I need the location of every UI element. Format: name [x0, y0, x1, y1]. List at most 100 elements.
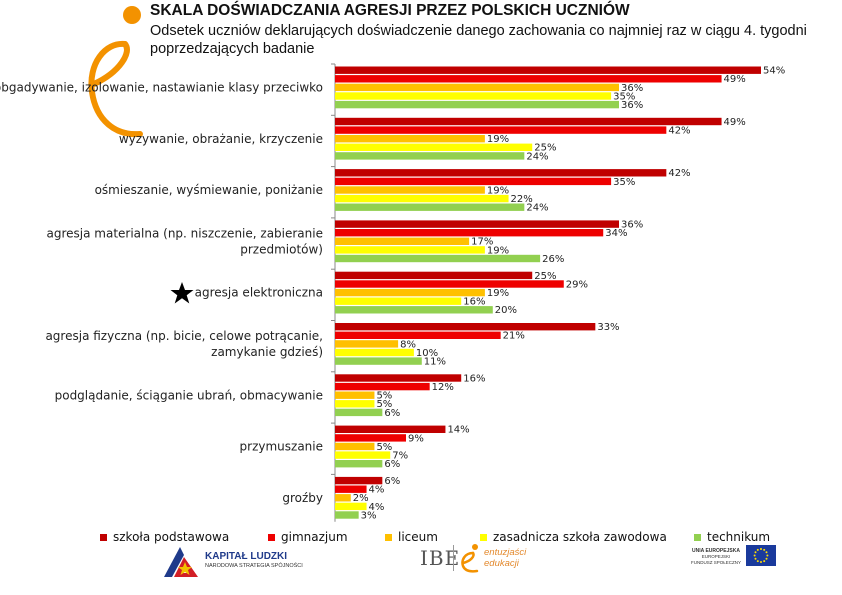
bar-liceum	[335, 340, 399, 348]
bar-zasadnicza-szkoła-zawodowa	[335, 194, 509, 203]
data-label: 19%	[487, 134, 509, 145]
category-label: agresja elektroniczna	[195, 286, 323, 300]
data-label: 24%	[526, 151, 548, 162]
bar-gimnazjum	[335, 434, 406, 442]
bar-gimnazjum	[335, 382, 430, 391]
legend-item-liceum: liceum	[385, 530, 438, 544]
logo-divider	[453, 545, 454, 571]
data-label: 25%	[534, 143, 556, 154]
legend-swatch	[100, 533, 107, 541]
data-label: 17%	[471, 237, 493, 248]
bar-liceum	[335, 288, 485, 297]
bar-technikum	[335, 460, 383, 468]
data-label: 8%	[400, 339, 416, 350]
entuzjasci-logo-text: entuzjaści edukacji	[484, 547, 526, 569]
entuzjasci-logo-icon	[461, 544, 479, 573]
bar-gimnazjum	[335, 280, 564, 288]
legend-swatch	[694, 533, 701, 541]
data-label: 35%	[613, 177, 635, 188]
bar-szkoła-podstawowa	[335, 66, 761, 74]
data-label: 21%	[503, 331, 525, 342]
category-label: przedmiotów)	[240, 242, 323, 256]
ibe-logo: IBE	[420, 546, 461, 570]
data-label: 4%	[369, 502, 385, 513]
bar-technikum	[335, 306, 493, 314]
bar-szkoła-podstawowa	[335, 374, 462, 382]
bar-gimnazjum	[335, 177, 612, 186]
data-label: 4%	[369, 485, 385, 496]
data-label: 2%	[353, 493, 369, 504]
data-label: 33%	[597, 322, 619, 333]
bar-liceum	[335, 494, 351, 502]
category-label: groźby	[282, 491, 323, 505]
legend-label: liceum	[398, 530, 438, 544]
eu-flag-icon	[746, 545, 776, 566]
bar-technikum	[335, 357, 422, 365]
data-label: 22%	[511, 194, 533, 205]
data-label: 6%	[384, 408, 400, 419]
data-label: 5%	[376, 391, 392, 402]
bar-gimnazjum	[335, 229, 604, 237]
bar-zasadnicza-szkoła-zawodowa	[335, 92, 612, 100]
data-label: 25%	[534, 271, 556, 282]
legend-swatch	[480, 533, 487, 541]
bar-szkoła-podstawowa	[335, 117, 722, 126]
eu-line3: FUNDUSZ SPOŁECZNY	[690, 560, 741, 565]
bar-szkoła-podstawowa	[335, 323, 596, 331]
data-label: 36%	[621, 100, 643, 111]
data-label: 42%	[668, 168, 690, 179]
data-label: 20%	[495, 305, 517, 316]
bar-zasadnicza-szkoła-zawodowa	[335, 451, 391, 459]
bar-liceum	[335, 442, 375, 451]
entuzjasci-line1: entuzjaści	[484, 547, 527, 558]
e-logo-icon	[88, 6, 143, 138]
bar-chart: obgadywanie, izolowanie, nastawianie kla…	[0, 63, 785, 522]
category-label: wyzywanie, obrażanie, krzyczenie	[119, 132, 323, 146]
chart-legend: szkoła podstawowa gimnazjum liceum zasad…	[100, 530, 800, 546]
star-icon	[170, 282, 194, 304]
eu-logo-text: UNIA EUROPEJSKA EUROPEJSKI FUNDUSZ SPOŁE…	[688, 548, 744, 566]
bar-gimnazjum	[335, 126, 667, 134]
bar-gimnazjum	[335, 75, 722, 83]
legend-item-technikum: technikum	[694, 530, 770, 544]
bar-technikum	[335, 152, 525, 160]
category-label: agresja materialna (np. niszczenie, zabi…	[47, 226, 324, 240]
data-label: 19%	[487, 185, 509, 196]
bar-technikum	[335, 254, 541, 263]
legend-item-zasadnicza-szkola-zawodowa: zasadnicza szkoła zawodowa	[480, 530, 667, 544]
legend-item-gimnazjum: gimnazjum	[268, 530, 348, 544]
data-label: 49%	[724, 74, 746, 85]
data-label: 7%	[392, 451, 408, 462]
category-label: zamykanie gdzieś)	[211, 345, 323, 359]
data-label: 24%	[526, 203, 548, 214]
data-label: 16%	[463, 373, 485, 384]
category-label: podglądanie, ściąganie ubrań, obmacywani…	[55, 388, 323, 402]
bar-szkoła-podstawowa	[335, 476, 383, 485]
data-label: 10%	[416, 348, 438, 359]
data-label: 19%	[487, 288, 509, 299]
data-label: 6%	[384, 476, 400, 487]
bar-szkoła-podstawowa	[335, 169, 667, 177]
data-label: 36%	[621, 220, 643, 231]
bar-zasadnicza-szkoła-zawodowa	[335, 143, 533, 151]
data-label: 3%	[361, 510, 377, 521]
legend-swatch	[385, 533, 392, 541]
bar-technikum	[335, 408, 383, 417]
bar-zasadnicza-szkoła-zawodowa	[335, 400, 375, 408]
data-label: 16%	[463, 297, 485, 308]
bar-liceum	[335, 391, 375, 399]
legend-label: zasadnicza szkoła zawodowa	[493, 530, 667, 544]
bar-zasadnicza-szkoła-zawodowa	[335, 502, 367, 511]
data-label: 35%	[613, 91, 635, 102]
bar-liceum	[335, 186, 485, 194]
data-label: 42%	[668, 126, 690, 137]
bar-liceum	[335, 237, 470, 245]
data-label: 29%	[566, 279, 588, 290]
legend-label: szkoła podstawowa	[113, 530, 230, 544]
bar-zasadnicza-szkoła-zawodowa	[335, 348, 414, 357]
entuzjasci-line2: edukacji	[484, 558, 519, 569]
data-label: 5%	[376, 442, 392, 453]
kapital-ludzki-subtitle: NARODOWA STRATEGIA SPÓJNOŚCI	[205, 563, 303, 569]
category-label: ośmieszanie, wyśmiewanie, poniżanie	[95, 183, 323, 197]
chart-subtitle: Odsetek uczniów deklarujących doświadcze…	[150, 23, 807, 57]
